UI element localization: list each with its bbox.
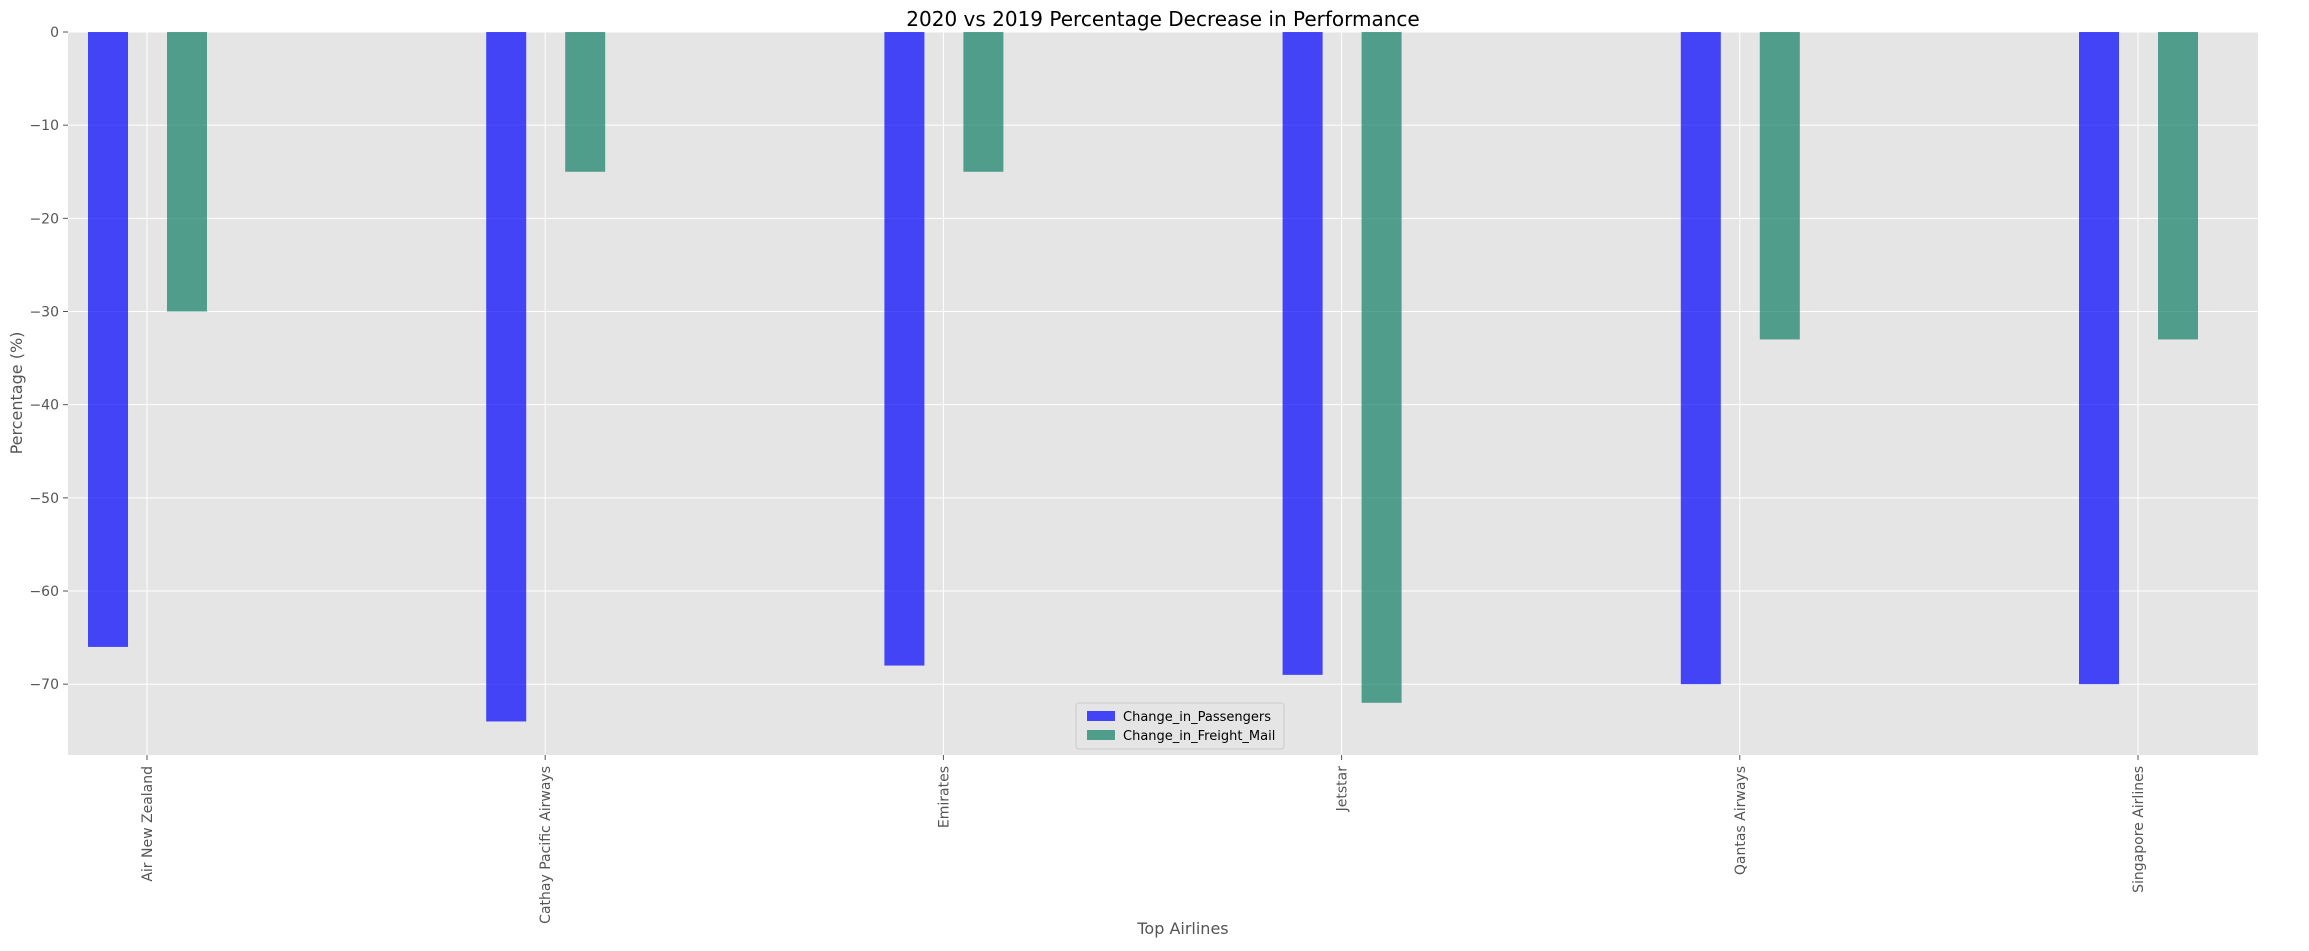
bar-freight-mail xyxy=(1759,32,1800,340)
bar-passengers xyxy=(486,32,527,722)
axes: 0 −10 −20 −30 −40 −50 −60 −70 Air New Zealand Cat… xyxy=(29,25,2147,924)
legend-label-freight-mail: Change_in_Freight_Mail xyxy=(1123,729,1275,744)
bar-freight-mail xyxy=(2158,32,2198,340)
y-axis-label: Percentage (%) xyxy=(7,332,26,455)
y-tick-label: −60 xyxy=(29,584,59,600)
legend-swatch-passengers xyxy=(1087,711,1115,721)
y-tick-label: −70 xyxy=(29,677,59,693)
bars xyxy=(88,32,2198,722)
bar-passengers xyxy=(1680,32,1721,685)
bar-freight-mail xyxy=(963,32,1004,172)
y-tick-label: −30 xyxy=(29,305,59,321)
x-tick-label: Air New Zealand xyxy=(140,766,156,882)
grid-lines xyxy=(68,31,2258,755)
x-axis-label: Top Airlines xyxy=(1136,919,1228,938)
x-tick-label: Emirates xyxy=(936,766,952,828)
bar-freight-mail xyxy=(167,32,207,312)
legend-swatch-freight-mail xyxy=(1087,730,1115,740)
x-tick-label: Jetstar xyxy=(1335,766,1351,813)
x-tick-label: Qantas Airways xyxy=(1733,766,1749,875)
chart-title: 2020 vs 2019 Percentage Decrease in Perf… xyxy=(906,7,1419,31)
x-tick-label: Cathay Pacific Airways xyxy=(538,766,554,924)
y-tick-label: 0 xyxy=(50,25,59,41)
x-tick-label: Singapore Airlines xyxy=(2131,766,2147,893)
bar-passengers xyxy=(2079,32,2119,685)
y-tick-label: −50 xyxy=(29,491,59,507)
legend: Change_in_Passengers Change_in_Freight_M… xyxy=(1075,702,1285,750)
plot-background xyxy=(68,32,2258,755)
bar-passengers xyxy=(88,32,128,647)
legend-label-passengers: Change_in_Passengers xyxy=(1123,710,1271,725)
y-tick-label: −40 xyxy=(29,398,59,414)
bar-freight-mail xyxy=(565,32,606,172)
y-tick-label: −10 xyxy=(29,118,59,134)
bar-passengers xyxy=(1282,32,1323,675)
y-tick-label: −20 xyxy=(29,211,59,227)
bar-freight-mail xyxy=(1361,32,1402,703)
legend-box xyxy=(1075,702,1285,750)
bar-passengers xyxy=(884,32,925,666)
